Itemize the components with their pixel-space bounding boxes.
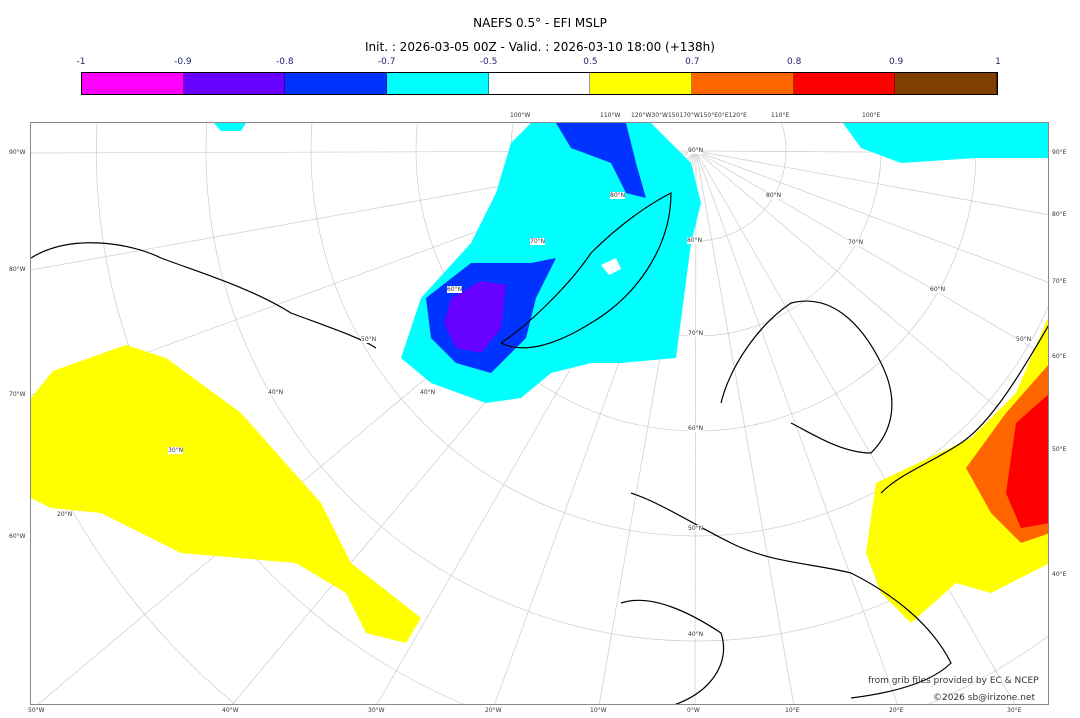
interior-axis-label: 50°N xyxy=(688,525,704,532)
colorbar-swatch xyxy=(793,73,896,94)
interior-axis-label: 60°N xyxy=(447,286,463,293)
colorbar-swatch xyxy=(590,73,693,94)
blue-area-north xyxy=(556,123,646,198)
source-credit: from grib files provided by EC & NCEP xyxy=(868,676,1039,686)
interior-axis-label: 50°N xyxy=(361,336,377,343)
bottom-axis-label: 20°W xyxy=(485,707,502,714)
interior-axis-label: 90°N xyxy=(688,147,704,154)
right-axis-label: 50°E xyxy=(1052,446,1067,453)
top-axis-label: 120°W30°W150170°W150°E0°E120°E xyxy=(631,112,747,119)
interior-axis-label: 70°N xyxy=(530,238,546,245)
colorbar-tick: -0.9 xyxy=(174,57,192,67)
interior-axis-label: 80°N xyxy=(610,192,626,199)
interior-axis-label: 40°N xyxy=(268,389,284,396)
top-axis-label: 100°E xyxy=(862,112,881,119)
interior-axis-label: 80°N xyxy=(687,237,703,244)
right-axis-label: 60°E xyxy=(1052,353,1067,360)
left-axis-label: 80°W xyxy=(9,266,26,273)
interior-axis-label: 80°N xyxy=(766,192,782,199)
efi-map xyxy=(31,123,1048,704)
colorbar-tick: -0.8 xyxy=(275,57,294,67)
colorbar-swatch xyxy=(183,73,286,94)
interior-axis-label: 70°N xyxy=(688,330,704,337)
cyan-area-top-right xyxy=(843,123,1048,163)
colorbar-tick: 0.5 xyxy=(583,57,598,67)
bottom-axis-label: 50°W xyxy=(28,707,45,714)
interior-axis-label: 60°N xyxy=(688,425,704,432)
interior-axis-label: 70°N xyxy=(848,239,864,246)
left-axis-label: 90°W xyxy=(9,149,26,156)
colorbar-swatch xyxy=(387,73,489,94)
colorbar-tick: 0.8 xyxy=(787,57,802,67)
interior-axis-label: 20°N xyxy=(57,511,73,518)
interior-axis-label: 40°N xyxy=(420,389,436,396)
copyright-credit: ©2026 sb@irizone.net xyxy=(933,693,1035,703)
colorbar-swatch xyxy=(488,73,591,94)
map-area[interactable] xyxy=(30,122,1049,705)
left-axis-label: 70°W xyxy=(9,391,26,398)
left-axis-label: 60°W xyxy=(9,533,26,540)
bottom-axis-label: 30°E xyxy=(1007,707,1022,714)
interior-axis-label: 50°N xyxy=(1016,336,1032,343)
bottom-axis-label: 40°W xyxy=(222,707,239,714)
interior-axis-label: 30°N xyxy=(168,447,184,454)
efi-fill-positive xyxy=(31,317,1048,643)
white-hole xyxy=(601,258,621,275)
colorbar-tick: 1 xyxy=(995,57,1001,67)
cyan-area-top-left xyxy=(214,123,246,131)
bottom-axis-label: 10°E xyxy=(785,707,800,714)
colorbar-swatch xyxy=(82,73,184,94)
purple-area-greenland xyxy=(444,281,506,353)
top-axis-label: 100°W xyxy=(510,112,531,119)
colorbar-tick: -0.5 xyxy=(479,57,498,67)
colorbar-swatch xyxy=(692,73,794,94)
red-area-europe xyxy=(1006,394,1048,528)
right-axis-label: 40°E xyxy=(1052,571,1067,578)
colorbar-tick: 0.9 xyxy=(888,57,904,67)
right-axis-label: 70°E xyxy=(1052,278,1067,285)
map-subtitle: Init. : 2026-03-05 00Z - Valid. : 2026-0… xyxy=(365,40,715,54)
interior-axis-label: 40°N xyxy=(688,631,704,638)
colorbar-tick: 0.7 xyxy=(685,57,700,67)
bottom-axis-label: 20°E xyxy=(889,707,904,714)
yellow-area-europe xyxy=(866,317,1048,623)
colorbar-tick: -0.7 xyxy=(377,57,396,67)
colorbar-swatch xyxy=(285,73,388,94)
yellow-area-atlantic xyxy=(31,345,421,643)
colorbar-tick: -1 xyxy=(76,57,86,67)
bottom-axis-label: 0°W xyxy=(687,707,700,714)
right-axis-label: 90°E xyxy=(1052,149,1067,156)
efi-fill-negative xyxy=(214,123,1048,403)
colorbar xyxy=(81,72,998,95)
map-title: NAEFS 0.5° - EFI MSLP xyxy=(473,16,607,30)
bottom-axis-label: 10°W xyxy=(590,707,607,714)
colorbar-swatch xyxy=(895,73,998,94)
right-axis-label: 80°E xyxy=(1052,211,1067,218)
top-axis-label: 110°E xyxy=(771,112,790,119)
interior-axis-label: 60°N xyxy=(930,286,946,293)
top-axis-label: 110°W xyxy=(600,112,621,119)
bottom-axis-label: 30°W xyxy=(368,707,385,714)
